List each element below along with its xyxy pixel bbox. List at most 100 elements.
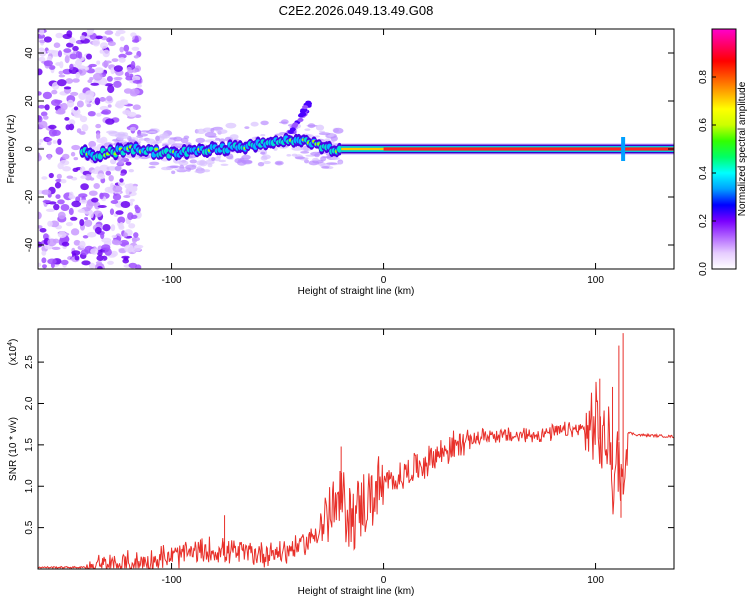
spectrogram-noise-blob — [41, 176, 48, 180]
spectrogram-noise-blob — [105, 118, 115, 125]
spectrogram-noise-blob — [118, 57, 126, 63]
spectrogram-noise-blob — [45, 137, 53, 142]
spectrogram-x-label: Height of straight line (km) — [298, 286, 415, 297]
spectrogram-noise-blob — [79, 219, 85, 226]
spectrogram-noise-blob — [134, 204, 139, 210]
spectrogram-noise-blob — [113, 76, 123, 81]
spectrogram-noise-blob — [73, 239, 81, 246]
spectrogram-noise-blob — [72, 45, 79, 52]
spectrogram-halo-blob — [244, 126, 250, 129]
spectrogram-noise-blob — [56, 173, 62, 180]
colorbar-tick-label: 0.0 — [698, 262, 709, 276]
spectrogram-noise-blob — [119, 100, 129, 106]
spectrogram-noise-blob — [111, 239, 120, 245]
spectrogram-noise-blob — [131, 46, 140, 51]
spectrogram-xtick-label: 0 — [381, 275, 387, 286]
spectrogram-noise-blob — [60, 259, 69, 265]
spectrogram-noise-blob — [96, 112, 102, 117]
spectrogram-noise-blob — [40, 111, 48, 117]
spectrogram-halo-blob — [216, 129, 228, 135]
spectrogram-noise-blob — [44, 104, 50, 111]
spectrogram-noise-blob — [60, 204, 70, 211]
snr-ytick-label: 1.5 — [24, 437, 35, 451]
spectrogram-noise-blob — [96, 255, 104, 261]
spectrogram-noise-blob — [92, 38, 101, 47]
spectrogram-noise-blob — [114, 32, 121, 37]
spectrogram-noise-blob — [112, 185, 123, 193]
spectrogram-noise-blob — [53, 203, 60, 211]
spectrogram-halo-blob — [185, 164, 197, 170]
spectrogram-halo-blob — [291, 146, 304, 151]
spectrogram-noise-blob — [63, 48, 72, 53]
spectrogram-noise-blob — [38, 120, 48, 129]
spectrogram-noise-blob — [99, 77, 108, 86]
spectrogram-halo-blob — [106, 166, 118, 171]
spectrogram-halo-blob — [189, 159, 197, 164]
spectrogram-noise-blob — [71, 200, 82, 208]
spectrogram-noise-blob — [42, 264, 47, 269]
spectrogram-noise-blob — [66, 175, 74, 179]
spectrogram-noise-blob — [107, 260, 114, 265]
spectrogram-noise-blob — [39, 138, 44, 143]
snr-scale-base: (x10 — [8, 345, 19, 365]
spectrogram-noise-blob — [133, 245, 142, 252]
spectrogram-noise-blob — [68, 123, 75, 131]
spectrogram-noise-blob — [42, 199, 52, 204]
snr-x-label: Height of straight line (km) — [298, 586, 415, 597]
spectrogram-noise-blob — [102, 61, 109, 68]
spectrogram-halo-blob — [321, 166, 330, 169]
spectrogram-halo-blob — [171, 170, 176, 175]
spectrogram-noise-blob — [130, 60, 136, 69]
snr-marks — [38, 333, 674, 569]
spectrogram-noise-blob — [96, 173, 106, 180]
spectrogram-noise-blob — [96, 132, 101, 140]
spectrogram-noise-blob — [57, 50, 63, 58]
snr-ytick-label: 2.0 — [24, 396, 35, 410]
spectrogram-halo-blob — [145, 138, 156, 144]
spectrogram-halo-blob — [156, 140, 162, 144]
spectrogram-halo-blob — [178, 160, 189, 166]
spectrogram-noise-blob — [38, 225, 43, 229]
spectrogram-halo-blob — [117, 131, 126, 137]
spectrogram-noise-blob — [117, 216, 126, 224]
spectrogram-branch-blob — [302, 105, 309, 110]
spectrogram-noise-blob — [111, 234, 118, 239]
snr-panel: -100 0 100 0.5 1.0 1.5 2.0 2.5 Height of straig… — [7, 328, 675, 597]
spectrogram-noise-blob — [81, 260, 91, 266]
spectrogram-ytick-label: 0 — [24, 146, 35, 152]
spectrogram-noise-blob — [90, 82, 99, 86]
spectrogram-noise-blob — [69, 191, 74, 198]
spectrogram-noise-blob — [72, 167, 79, 172]
spectrogram-noise-blob — [81, 124, 89, 132]
spectrogram-noise-blob — [105, 170, 112, 176]
spectrogram-noise-blob — [55, 62, 61, 66]
spectrogram-branch-blob — [297, 117, 304, 122]
spectrogram-ridge-core — [336, 145, 343, 153]
spectrogram-noise-blob — [87, 231, 97, 238]
spectrogram-halo-blob — [136, 135, 144, 138]
colorbar-tick-label: 0.4 — [698, 166, 709, 180]
spectrogram-noise-blob — [113, 65, 123, 72]
spectrogram-halo-blob — [169, 165, 180, 169]
spectrogram-noise-blob — [46, 49, 57, 54]
spectrogram-panel: -100 0 100 -40 -20 0 20 40 Height of straight l… — [6, 28, 675, 297]
spectrogram-noise-blob — [73, 157, 79, 161]
spectrogram-noise-blob — [96, 138, 106, 144]
spectrogram-noise-blob — [69, 37, 76, 44]
spectrogram-noise-blob — [94, 97, 101, 106]
snr-xtick-label: -100 — [162, 575, 182, 586]
spectrogram-noise-blob — [123, 257, 129, 261]
spectrogram-halo-blob — [250, 121, 259, 127]
spectrogram-noise-blob — [69, 53, 78, 60]
spectrogram-noise-blob — [71, 250, 81, 256]
spectrogram-noise-blob — [125, 51, 133, 56]
spectrogram-noise-blob — [47, 220, 53, 227]
spectrogram-halo-blob — [307, 123, 316, 129]
spectrogram-noise-blob — [86, 53, 92, 60]
spectrogram-noise-blob — [39, 228, 47, 233]
spectrogram-noise-blob — [55, 147, 64, 155]
spectrogram-halo-blob — [148, 166, 156, 169]
spectrogram-halo-blob — [148, 130, 157, 134]
spectrogram-noise-blob — [43, 36, 52, 43]
spectrogram-noise-blob — [74, 255, 80, 261]
